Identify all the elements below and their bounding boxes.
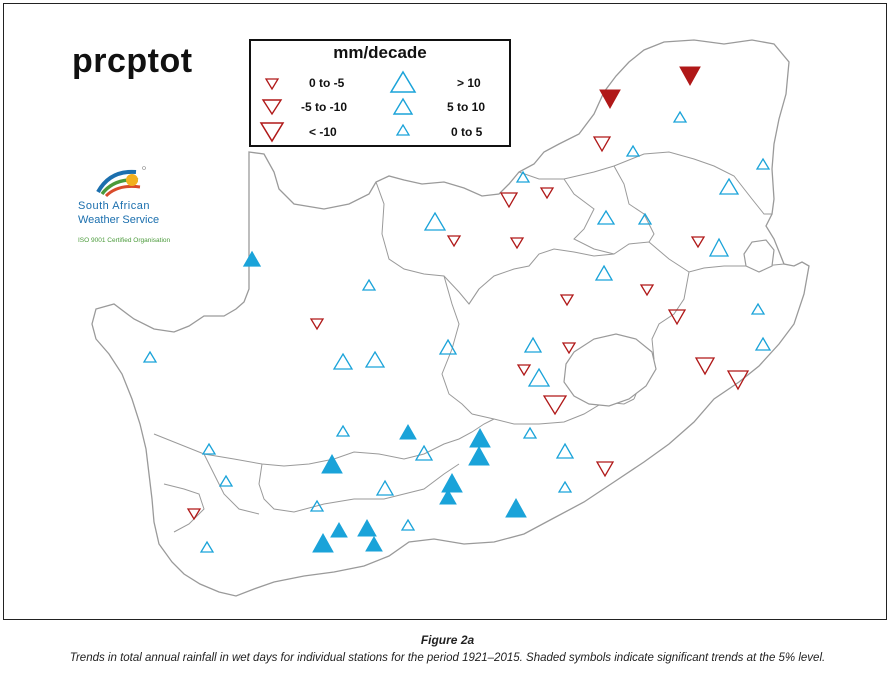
stations-decrease-significant [599, 66, 701, 110]
station-marker [755, 157, 771, 170]
station-marker [142, 350, 158, 363]
station-marker [559, 294, 575, 307]
station-marker [596, 209, 616, 225]
station-marker [555, 442, 575, 459]
station-marker [639, 284, 655, 297]
up-triangle-small-icon [395, 123, 411, 136]
station-marker [400, 518, 416, 531]
logo-text-line1: South African [78, 200, 150, 212]
station-marker [499, 192, 519, 209]
station-marker [750, 302, 766, 315]
station-marker [599, 89, 621, 110]
station-marker [423, 211, 447, 231]
station-marker [625, 144, 641, 157]
station-marker [542, 395, 568, 416]
logo-text-line2: Weather Service [78, 214, 160, 226]
station-marker [439, 488, 457, 505]
station-marker [694, 357, 716, 376]
legend-title: mm/decade [333, 43, 427, 62]
station-marker [438, 338, 458, 355]
stations-increase [142, 110, 772, 553]
station-marker [335, 424, 351, 437]
station-marker [516, 364, 532, 377]
station-marker [332, 352, 354, 370]
station-marker [505, 497, 527, 518]
up-triangle-medium-icon [392, 97, 414, 115]
station-marker [399, 423, 417, 440]
station-marker [441, 472, 463, 493]
station-marker [414, 444, 434, 461]
station-marker [186, 508, 202, 521]
down-triangle-large-icon [259, 122, 285, 143]
station-marker [242, 250, 262, 267]
map-frame: prcptot mm/decade 0 to -5 -5 to -10 < -1… [3, 3, 887, 620]
station-marker [718, 177, 740, 195]
station-marker [523, 336, 543, 353]
saws-logo-mark [96, 166, 146, 198]
country-outline [91, 39, 810, 597]
station-marker [594, 264, 614, 281]
stations-increase-significant [312, 423, 527, 553]
station-marker [364, 350, 386, 368]
station-marker [667, 309, 687, 326]
lesotho-outline [563, 333, 657, 407]
figure-caption-text: Trends in total annual rainfall in wet d… [69, 652, 826, 664]
station-marker [309, 318, 325, 331]
station-marker [690, 236, 706, 249]
station-marker [522, 426, 538, 439]
station-marker [309, 499, 325, 512]
station-marker [557, 480, 573, 493]
up-triangle-large-icon [389, 70, 417, 93]
station-marker [527, 367, 551, 387]
legend-label-increase-large: > 10 [457, 76, 481, 90]
station-marker [361, 278, 377, 291]
station-marker [679, 66, 701, 87]
south-africa-map [91, 39, 810, 597]
station-marker [468, 445, 490, 466]
figure-caption-title: Figure 2a [420, 633, 475, 647]
down-triangle-medium-icon [261, 99, 283, 116]
station-marker [509, 237, 525, 250]
legend-label-decrease-medium: -5 to -10 [301, 100, 348, 114]
station-marker [201, 442, 217, 455]
station-marker [330, 521, 348, 538]
station-marker [469, 427, 491, 448]
legend-label-increase-medium: 5 to 10 [447, 100, 486, 114]
station-marker [595, 461, 615, 478]
station-marker [672, 110, 688, 123]
station-marker [446, 235, 462, 248]
station-marker [375, 479, 395, 496]
station-marker [218, 474, 234, 487]
station-marker [365, 535, 383, 552]
station-marker [199, 540, 215, 553]
station-marker [637, 212, 653, 225]
station-marker [754, 336, 772, 351]
legend-label-decrease-small: 0 to -5 [309, 76, 345, 90]
station-marker [321, 453, 343, 474]
map-title: prcptot [72, 42, 193, 80]
saws-logo: South African Weather Service ISO 9001 C… [74, 162, 184, 252]
station-marker [312, 532, 334, 553]
station-marker [592, 136, 612, 153]
legend-label-decrease-large: < -10 [309, 125, 337, 139]
logo-text-line3: ISO 9001 Certified Organisation [78, 237, 171, 244]
station-marker [515, 170, 531, 183]
map-legend: mm/decade 0 to -5 -5 to -10 < -10 > 10 5… [249, 39, 511, 147]
stations-decrease [186, 136, 750, 521]
legend-label-increase-small: 0 to 5 [451, 125, 483, 139]
eswatini-outline [743, 239, 775, 273]
station-marker [357, 518, 377, 537]
station-marker [539, 187, 555, 200]
down-triangle-small-icon [264, 78, 280, 91]
station-marker [726, 370, 750, 391]
station-marker [708, 237, 730, 257]
station-marker [561, 342, 577, 355]
